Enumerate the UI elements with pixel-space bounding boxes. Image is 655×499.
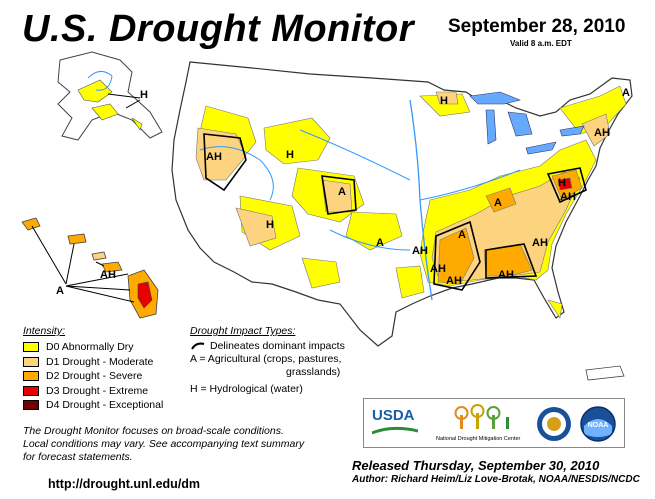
- impact-heading: Drought Impact Types:: [190, 325, 296, 337]
- label-ah-south: AH: [412, 245, 428, 257]
- usda-logo-text: USDA: [372, 407, 415, 424]
- alaska-map: [57, 51, 163, 141]
- usda-swoosh-icon: [371, 426, 419, 435]
- legend-label-d0: D0 Abnormally Dry: [46, 341, 134, 354]
- label-ah-newengland: AH: [594, 127, 610, 139]
- conus-map: [171, 61, 633, 347]
- note-line-2: Local conditions may vary. See accompany…: [23, 438, 305, 450]
- legend-label-d2: D2 Drought - Severe: [46, 370, 143, 383]
- swatch-d0: [23, 342, 39, 353]
- swatch-d3: [23, 385, 39, 396]
- label-ah-arkansas: AH: [430, 263, 446, 275]
- release-date: Released Thursday, September 30, 2010: [352, 458, 600, 473]
- label-a-hawaii: A: [56, 285, 64, 297]
- hawaii-map: [21, 217, 159, 319]
- impact-agri-cont: grasslands): [286, 366, 341, 378]
- valid-time: Valid 8 a.m. EDT: [510, 39, 572, 48]
- impact-delineates-text: Delineates dominant impacts: [210, 340, 345, 352]
- label-h-midatlantic: H: [558, 177, 566, 189]
- label-h-idaho: H: [286, 149, 294, 161]
- label-ah-carolina: AH: [532, 237, 548, 249]
- legend-item-d2: D2 Drought - Severe: [23, 369, 193, 384]
- ndmc-trees-icon: [454, 404, 509, 429]
- disclaimer-note: The Drought Monitor focuses on broad-sca…: [23, 425, 343, 464]
- puerto-rico-map: [585, 365, 625, 381]
- intensity-legend: Intensity: D0 Abnormally Dry D1 Drought …: [23, 325, 193, 413]
- label-a-kansas: A: [376, 237, 384, 249]
- legend-item-d3: D3 Drought - Extreme: [23, 384, 193, 399]
- impact-hydro: H = Hydrological (water): [190, 383, 303, 395]
- legend-item-d4: D4 Drought - Exceptional: [23, 398, 193, 413]
- author-credit: Author: Richard Heim/Liz Love-Brotak, NO…: [352, 474, 640, 485]
- noaa-logo-icon: NOAA: [580, 406, 616, 442]
- note-line-3: for forecast statements.: [23, 451, 133, 463]
- note-line-1: The Drought Monitor focuses on broad-sca…: [23, 425, 284, 437]
- label-a-tennessee: A: [458, 229, 466, 241]
- label-h-upper-mi: H: [440, 95, 448, 107]
- page-title: U.S. Drought Monitor: [22, 8, 415, 50]
- commerce-seal-icon: [537, 407, 571, 441]
- impact-agri: A = Agricultural (crops, pastures,: [190, 353, 342, 365]
- website-link[interactable]: http://drought.unl.edu/dm: [48, 477, 201, 491]
- label-a-kentucky: A: [494, 197, 502, 209]
- map-date: September 28, 2010: [448, 16, 626, 37]
- legend-label-d3: D3 Drought - Extreme: [46, 384, 149, 397]
- label-ah-virginia: AH: [560, 191, 576, 203]
- usda-logo: USDA: [371, 407, 419, 442]
- label-h-utah: H: [266, 219, 274, 231]
- legend-label-d4: D4 Drought - Exceptional: [46, 399, 164, 412]
- label-a-plains: A: [338, 186, 346, 198]
- swatch-d4: [23, 400, 39, 411]
- impact-legend: Drought Impact Types: Delineates dominan…: [190, 325, 365, 396]
- label-ah-hawaii: AH: [100, 269, 116, 281]
- legend-item-d0: D0 Abnormally Dry: [23, 340, 193, 355]
- legend-heading: Intensity:: [23, 325, 66, 337]
- label-ah-georgia: AH: [498, 269, 514, 281]
- swatch-d2: [23, 371, 39, 382]
- agency-logos: USDA National Drought Mitigation Center …: [363, 398, 625, 448]
- swatch-d1: [23, 356, 39, 367]
- legend-item-d1: D1 Drought - Moderate: [23, 355, 193, 370]
- label-ah-west: AH: [206, 151, 222, 163]
- noaa-logo-text: NOAA: [588, 422, 609, 429]
- label-ah-louisiana: AH: [446, 275, 462, 287]
- label-a-maine: A: [622, 87, 630, 99]
- legend-label-d1: D1 Drought - Moderate: [46, 355, 154, 368]
- label-h-alaska: H: [140, 89, 148, 101]
- delineate-line-icon: [191, 342, 205, 350]
- impact-delineates: Delineates dominant impacts: [190, 340, 365, 353]
- ndmc-logo: National Drought Mitigation Center: [436, 403, 532, 442]
- ndmc-logo-text: National Drought Mitigation Center: [436, 436, 521, 442]
